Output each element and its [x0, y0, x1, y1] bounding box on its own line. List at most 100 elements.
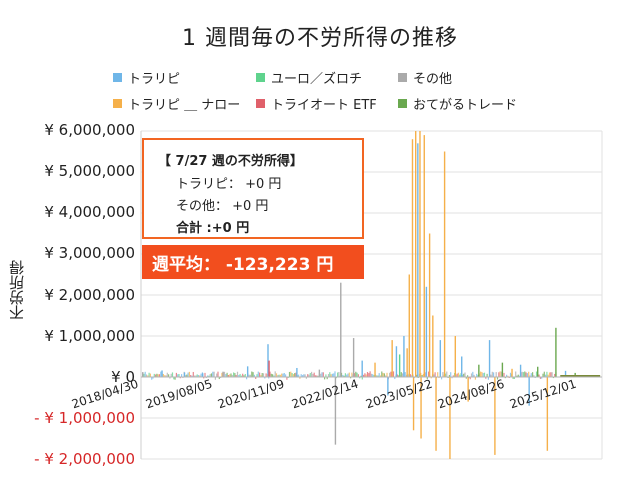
- legend-label: トラリピ: [128, 72, 181, 87]
- legend-label: その他: [413, 72, 453, 87]
- bar: [262, 373, 265, 377]
- bar: [351, 372, 353, 377]
- bar: [495, 372, 497, 377]
- bar: [335, 377, 337, 379]
- bar: [243, 375, 245, 377]
- bar: [496, 377, 499, 380]
- bar: [493, 372, 495, 377]
- legend-item-trarepi[interactable]: トラリピ: [113, 68, 180, 87]
- y-tick-label: ¥ 4,000,000: [44, 203, 135, 221]
- bar: [279, 374, 281, 377]
- bar: [249, 374, 252, 377]
- bar: [423, 135, 425, 377]
- bar: [221, 372, 223, 377]
- bar: [300, 374, 302, 377]
- bar: [529, 375, 531, 377]
- bar: [144, 371, 146, 377]
- legend-item-trarepi-narrow[interactable]: トラリピ ＿ ナロー: [113, 94, 240, 113]
- bar: [311, 371, 313, 377]
- bar: [415, 131, 417, 377]
- bar: [223, 371, 226, 377]
- bar: [162, 373, 164, 377]
- bar: [442, 372, 444, 377]
- bar: [420, 377, 422, 439]
- bar: [222, 371, 224, 377]
- bar: [408, 274, 410, 377]
- bar: [214, 377, 216, 380]
- bar: [231, 374, 233, 377]
- bar: [530, 373, 532, 377]
- bar: [309, 372, 311, 377]
- bar: [483, 372, 486, 377]
- legend-item-other[interactable]: その他: [398, 68, 452, 87]
- bar: [377, 375, 379, 377]
- legend-item-eur-pln[interactable]: ユーロ／ズロチ: [256, 68, 362, 87]
- bar: [545, 374, 547, 377]
- weekly-average-badge: 週平均： -123,223 円: [142, 245, 364, 279]
- bar: [240, 375, 242, 377]
- bar: [321, 372, 323, 377]
- bar: [450, 372, 452, 377]
- bar: [356, 372, 358, 377]
- bar: [143, 373, 145, 377]
- bar: [181, 374, 183, 377]
- bar: [148, 372, 150, 377]
- bar: [239, 373, 241, 377]
- bar: [314, 375, 317, 377]
- legend-swatch: [113, 99, 122, 108]
- bar: [253, 374, 255, 377]
- bar: [303, 374, 305, 377]
- legend-swatch: [113, 73, 122, 82]
- bar: [394, 377, 396, 380]
- bar: [359, 377, 361, 379]
- bar: [312, 373, 314, 377]
- bar: [347, 373, 349, 377]
- legend-swatch: [256, 99, 265, 108]
- bar: [331, 373, 333, 377]
- bar: [173, 377, 175, 380]
- legend-label: おてがるトレード: [413, 98, 518, 113]
- bar: [338, 371, 340, 377]
- legend-label: トライオート ETF: [271, 98, 377, 113]
- bar: [512, 377, 514, 379]
- bar: [157, 374, 159, 377]
- bar: [411, 375, 413, 377]
- bar: [236, 371, 239, 377]
- bar: [511, 368, 513, 377]
- legend-item-triauto-etf[interactable]: トライオート ETF: [256, 94, 377, 113]
- bar: [473, 374, 475, 377]
- bar: [482, 373, 484, 377]
- bar: [155, 374, 157, 377]
- bar: [472, 371, 474, 377]
- y-tick-label: ¥ 3,000,000: [44, 244, 135, 262]
- bar: [421, 375, 423, 377]
- bar: [464, 372, 466, 377]
- bar: [487, 377, 489, 380]
- bar: [350, 377, 352, 379]
- bar: [398, 375, 400, 377]
- bar: [346, 374, 348, 377]
- bar: [437, 372, 439, 377]
- y-tick-label: ¥ 6,000,000: [44, 121, 135, 139]
- y-tick-label: ¥ 5,000,000: [44, 162, 135, 180]
- bar: [363, 374, 365, 377]
- bar: [506, 374, 508, 377]
- bar: [186, 374, 188, 377]
- bar: [294, 373, 296, 377]
- bar: [420, 372, 422, 377]
- bar: [461, 356, 463, 377]
- bar: [365, 374, 367, 377]
- bar: [187, 372, 189, 377]
- y-tick-label: ¥ 1,000,000: [44, 327, 135, 345]
- bar: [290, 371, 292, 377]
- bar: [190, 375, 192, 377]
- bar: [244, 374, 246, 377]
- bar: [217, 371, 219, 377]
- bar: [209, 374, 211, 377]
- legend-item-otegaru-trade[interactable]: おてがるトレード: [398, 94, 517, 113]
- bar: [467, 375, 469, 377]
- bar: [390, 371, 392, 377]
- bar: [406, 348, 408, 377]
- bar: [516, 375, 518, 377]
- bar: [200, 373, 202, 377]
